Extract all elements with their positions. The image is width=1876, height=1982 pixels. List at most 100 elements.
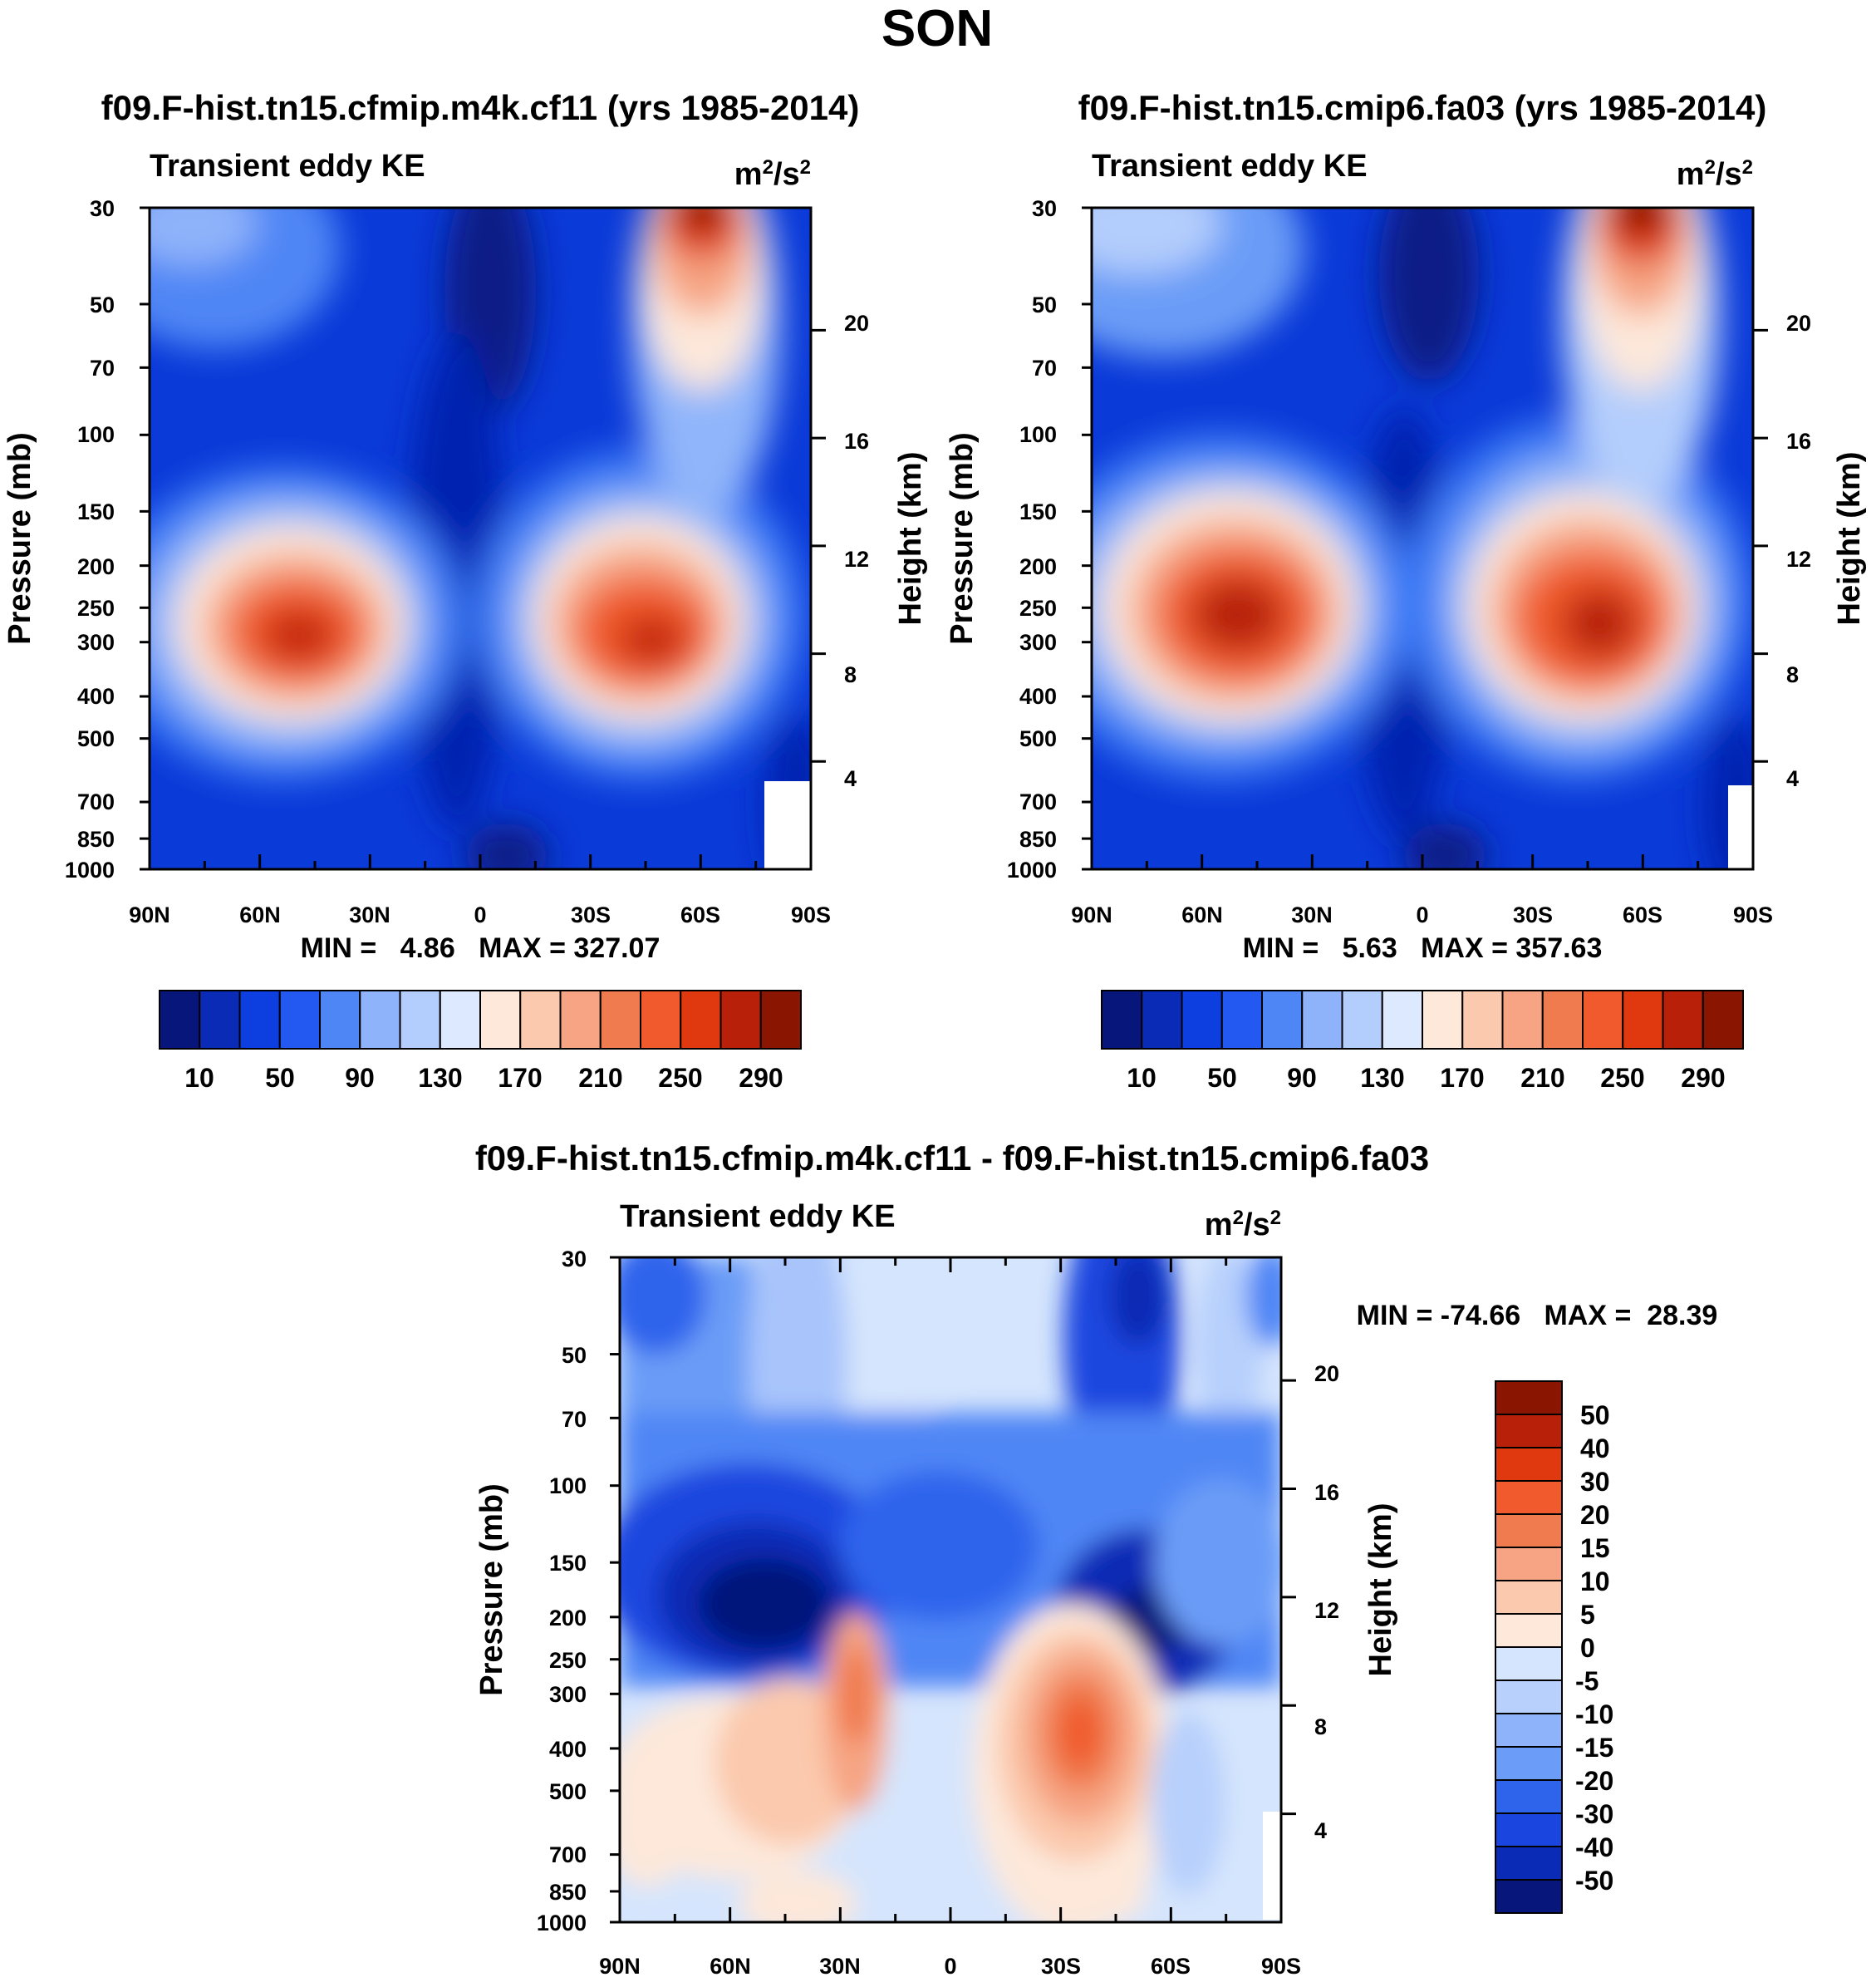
panel-3-cb-label: 50 xyxy=(1580,1400,1610,1430)
panel-2-ytick-label: 150 xyxy=(1019,499,1057,524)
panel-3-xtick-label: 30N xyxy=(819,1954,861,1979)
panel-1-x-labels: 90N 60N 30N 0 30S 60S 90S xyxy=(129,902,831,927)
panel-2-ytick-label: 1000 xyxy=(1007,858,1057,883)
panel-3-xtick-label: 60N xyxy=(710,1954,751,1979)
panel-2-subtitle: Transient eddy KE xyxy=(1092,149,1368,184)
panel-2-y2-labels: 20 16 12 8 4 xyxy=(1786,311,1811,791)
panel-1-colorbar-labels: 10 50 90 130 170 210 250 290 xyxy=(184,1063,783,1093)
panel-1-xtick-label: 60N xyxy=(239,902,281,927)
panel-2-ytick-label: 50 xyxy=(1032,293,1057,317)
panel-3-xtick-label: 90S xyxy=(1261,1954,1301,1979)
colorbar-swatch xyxy=(1141,990,1183,1050)
panel-2-colorbar-labels: 10 50 90 130 170 210 250 290 xyxy=(1127,1063,1725,1093)
panel-3-y-ticks xyxy=(610,1256,620,1924)
panel-2-cb-label: 50 xyxy=(1207,1063,1237,1093)
panel-1-y2tick-label: 4 xyxy=(844,766,857,791)
panel-3-colorbar-labels: 50 40 30 20 15 10 5 0 -5 -10 -15 -20 -30… xyxy=(1575,1400,1613,1896)
colorbar-swatch xyxy=(1495,1746,1563,1781)
panel-1-cb-label: 210 xyxy=(578,1063,622,1093)
panel-1-ytick-label: 100 xyxy=(77,422,115,447)
panel-1-y2tick-label: 16 xyxy=(844,429,869,454)
panel-2-x-ticks xyxy=(1090,854,1755,869)
panel-2-xtick-label: 0 xyxy=(1416,902,1428,927)
panel-3-ytick-label: 200 xyxy=(549,1606,587,1630)
panel-2-xtick-label: 30S xyxy=(1513,902,1553,927)
panel-3-xtick-label: 90N xyxy=(599,1954,641,1979)
panel-1-ytick-label: 250 xyxy=(77,596,115,621)
colorbar-swatch xyxy=(1381,990,1423,1050)
panel-1-y2-ticks xyxy=(811,328,826,763)
panel-1-cb-label: 290 xyxy=(739,1063,783,1093)
panel-2-ytick-label: 200 xyxy=(1019,554,1057,579)
panel-2-y2tick-label: 8 xyxy=(1786,662,1799,687)
panel-2-y2tick-label: 4 xyxy=(1786,766,1799,791)
panel-1-xtick-label: 90N xyxy=(129,902,170,927)
panel-3: f09.F-hist.tn15.cfmip.m4k.cf11 - f09.F-h… xyxy=(474,1139,1717,1979)
panel-1-x-ticks xyxy=(148,854,813,869)
panel-1: f09.F-hist.tn15.cfmip.m4k.cf11 (yrs 1985… xyxy=(2,88,928,1093)
panel-3-x-ticks xyxy=(618,1257,1283,1922)
colorbar-swatch xyxy=(1495,1580,1563,1615)
colorbar-swatch xyxy=(1495,1414,1563,1448)
colorbar-swatch xyxy=(1662,990,1704,1050)
colorbar-swatch xyxy=(439,990,481,1050)
panel-2-cb-label: 170 xyxy=(1440,1063,1484,1093)
panel-2-ytick-label: 850 xyxy=(1019,827,1057,852)
panel-3-cb-label: 30 xyxy=(1580,1467,1610,1497)
panel-2-ytick-label: 700 xyxy=(1019,789,1057,814)
panel-2-y2tick-label: 12 xyxy=(1786,547,1811,572)
panel-3-y2tick-label: 8 xyxy=(1314,1714,1327,1739)
panel-1-y-labels: 30 50 70 100 150 200 250 300 400 500 700… xyxy=(65,196,115,883)
panel-1-cb-label: 250 xyxy=(658,1063,702,1093)
panel-1-ytick-label: 200 xyxy=(77,554,115,579)
colorbar-swatch xyxy=(719,990,762,1050)
panel-1-xtick-label: 30S xyxy=(571,902,611,927)
panel-1-cb-label: 50 xyxy=(265,1063,295,1093)
panel-3-y2-ticks xyxy=(1281,1379,1296,1816)
colorbar-swatch xyxy=(1341,990,1383,1050)
panel-2-y2tick-label: 16 xyxy=(1786,429,1811,454)
colorbar-swatch xyxy=(640,990,682,1050)
panel-2-cb-label: 10 xyxy=(1127,1063,1157,1093)
panel-1-title: f09.F-hist.tn15.cfmip.m4k.cf11 (yrs 1985… xyxy=(101,88,860,127)
colorbar-swatch xyxy=(1422,990,1464,1050)
panel-3-ytick-label: 150 xyxy=(549,1551,587,1576)
panel-1-cb-label: 10 xyxy=(184,1063,214,1093)
panel-1-xtick-label: 0 xyxy=(474,902,486,927)
panel-3-x-labels: 90N 60N 30N 0 30S 60S 90S xyxy=(599,1954,1301,1979)
panel-3-minmax: MIN = -74.66 MAX = 28.39 xyxy=(1357,1300,1718,1331)
panel-2-ylabel: Pressure (mb) xyxy=(945,432,980,645)
panel-1-ytick-label: 1000 xyxy=(65,858,115,883)
colorbar-swatch xyxy=(1461,990,1504,1050)
panel-3-subtitle: Transient eddy KE xyxy=(620,1199,896,1234)
panel-3-cb-label: -15 xyxy=(1575,1733,1613,1763)
panel-1-ytick-label: 30 xyxy=(90,196,115,221)
panel-2-x-labels: 90N 60N 30N 0 30S 60S 90S xyxy=(1071,902,1773,927)
panel-1-xtick-label: 90S xyxy=(791,902,831,927)
panel-2-ytick-label: 100 xyxy=(1019,422,1057,447)
colorbar-swatch xyxy=(238,990,281,1050)
panel-3-ytick-label: 400 xyxy=(549,1737,587,1762)
colorbar-swatch xyxy=(1541,990,1584,1050)
colorbar-swatch xyxy=(759,990,802,1050)
panel-2-ytick-label: 70 xyxy=(1032,356,1057,381)
colorbar-swatch xyxy=(1181,990,1223,1050)
panel-2-units: m2/s2 xyxy=(1677,156,1753,193)
colorbar-swatch xyxy=(1495,1779,1563,1814)
colorbar-swatch xyxy=(1495,1713,1563,1748)
panel-1-y2label: Height (km) xyxy=(893,452,928,626)
panel-2-ytick-label: 400 xyxy=(1019,684,1057,709)
panel-1-y-ticks xyxy=(140,206,150,871)
panel-3-y2tick-label: 16 xyxy=(1314,1480,1339,1505)
panel-3-colorbar xyxy=(1495,1380,1563,1914)
panel-1-ytick-label: 400 xyxy=(77,684,115,709)
colorbar-swatch xyxy=(1495,1380,1563,1415)
panel-3-cb-label: 0 xyxy=(1580,1633,1595,1663)
colorbar-swatch xyxy=(599,990,641,1050)
panel-3-xtick-label: 60S xyxy=(1151,1954,1191,1979)
panel-1-minmax: MIN = 4.86 MAX = 327.07 xyxy=(301,932,661,964)
panel-3-xtick-label: 0 xyxy=(944,1954,956,1979)
panel-1-units: m2/s2 xyxy=(734,156,811,193)
panel-2-cb-label: 290 xyxy=(1681,1063,1725,1093)
colorbar-swatch xyxy=(1495,1447,1563,1482)
